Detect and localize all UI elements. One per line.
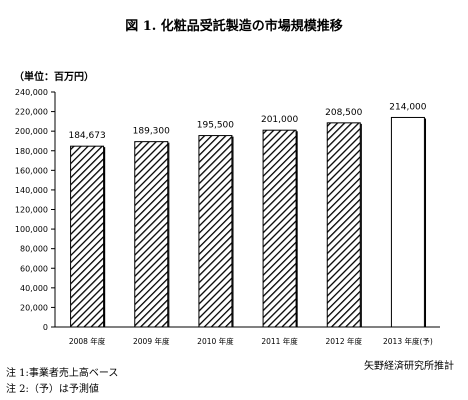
y-tick-label: 60,000 — [20, 264, 48, 273]
bar — [390, 116, 425, 328]
y-tick-label: 0 — [43, 323, 48, 332]
x-tick-label: 2010 年度 — [197, 336, 234, 346]
y-tick-label: 240,000 — [15, 88, 48, 97]
y-tick-label: 200,000 — [15, 127, 48, 136]
bar — [326, 122, 361, 328]
y-tick-label: 20,000 — [20, 303, 48, 312]
y-tick-label: 220,000 — [15, 108, 48, 117]
bar — [134, 141, 169, 328]
data-label: 189,300 — [133, 127, 170, 137]
footnote-2: 注 2:（予）は予測値 — [6, 384, 99, 395]
x-tick-label: 2008 年度 — [69, 336, 106, 346]
bar — [262, 129, 297, 328]
x-tick-label: 2013 年度(予) — [383, 336, 433, 346]
unit-label: （単位：百万円） — [14, 72, 94, 83]
x-tick-label: 2012 年度 — [326, 336, 363, 346]
footnote-1: 注 1:事業者売上高ベース — [6, 368, 119, 379]
y-tick-label: 80,000 — [20, 245, 48, 254]
data-label: 208,500 — [325, 108, 362, 118]
y-tick-label: 100,000 — [15, 225, 48, 234]
bar — [70, 145, 105, 328]
data-label: 214,000 — [389, 102, 426, 112]
source-note: 矢野経済研究所推計 — [364, 361, 454, 372]
bar — [198, 135, 233, 328]
data-label: 195,500 — [197, 121, 234, 131]
y-tick-label: 40,000 — [20, 284, 48, 293]
data-label: 201,000 — [261, 115, 298, 125]
y-tick-label: 140,000 — [15, 186, 48, 195]
x-tick-label: 2009 年度 — [133, 336, 170, 346]
data-label: 184,673 — [68, 131, 105, 141]
chart-title: 図 1. 化粧品受託製造の市場規模推移 — [125, 19, 343, 34]
y-tick-label: 120,000 — [15, 206, 48, 215]
y-tick-label: 180,000 — [15, 147, 48, 156]
x-tick-label: 2011 年度 — [261, 336, 298, 346]
y-tick-label: 160,000 — [15, 166, 48, 175]
